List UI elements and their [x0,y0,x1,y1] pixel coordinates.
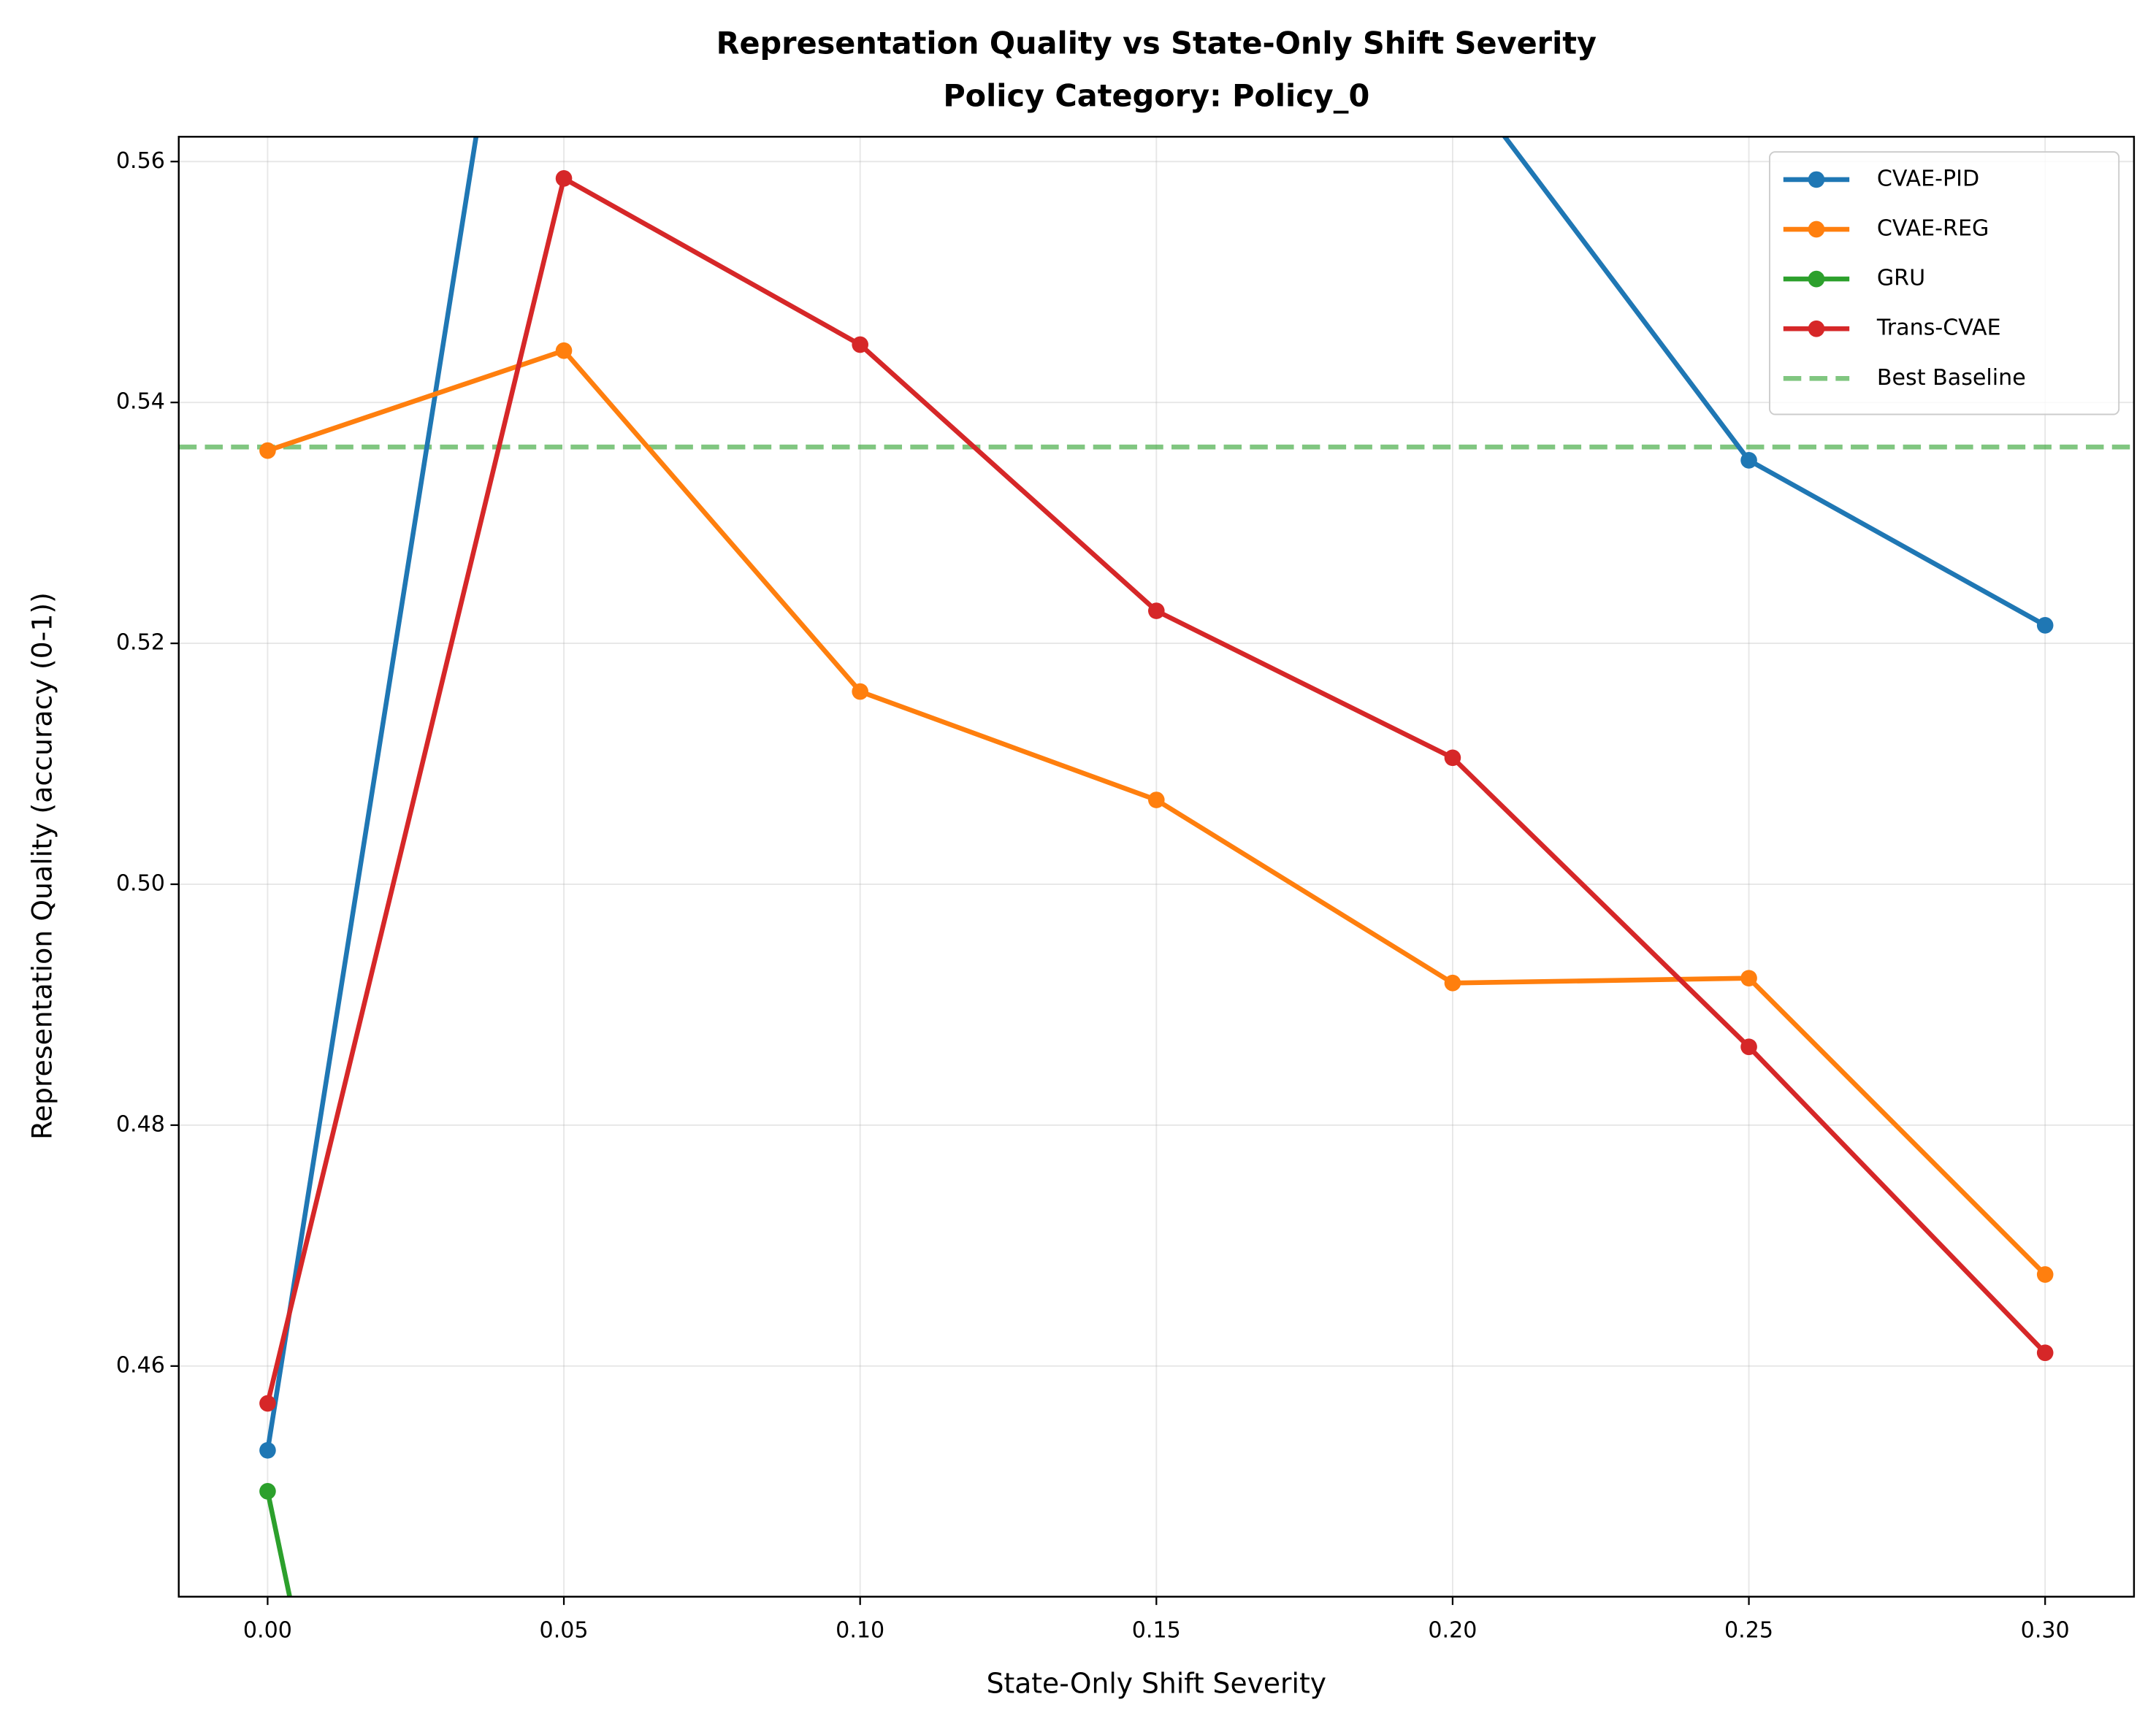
data-point [1148,791,1165,808]
legend-marker [1808,221,1825,238]
x-tick-label: 0.10 [836,1617,884,1643]
legend-label: Trans-CVAE [1876,315,2001,341]
ticks: 0.00 0.05 0.10 0.15 0.20 0.25 0.30 0.46 0.48 0.50… [116,148,2070,1644]
data-point [259,442,276,459]
data-point [1444,749,1461,767]
x-tick-label: 0.00 [243,1617,292,1643]
legend-label: GRU [1877,266,1925,291]
y-tick-label: 0.46 [116,1352,165,1378]
legend-box [1769,151,2120,415]
x-tick-label: 0.05 [540,1617,589,1643]
x-tick-label: 0.30 [2021,1617,2070,1643]
data-point [555,169,573,187]
data-point [259,1441,276,1459]
data-point [259,1395,276,1412]
y-tick-label: 0.48 [116,1111,165,1137]
y-tick-label: 0.54 [116,389,165,415]
data-point [555,342,573,359]
data-point [2036,617,2054,634]
data-point [2036,1266,2054,1283]
legend-label: CVAE-PID [1877,166,1979,191]
data-point [2036,1344,2054,1362]
data-point [1148,602,1165,619]
legend-label: CVAE-REG [1877,215,1989,241]
x-tick-label: 0.15 [1132,1617,1181,1643]
y-tick-label: 0.56 [116,148,165,174]
y-axis-label: Representation Quality (accuracy (0-1)) [26,592,58,1140]
chart-title: Representation Quality vs State-Only Shi… [716,25,1597,61]
legend-marker [1808,270,1825,288]
x-tick-label: 0.20 [1428,1617,1477,1643]
grid [178,137,2134,1597]
legend-label: Best Baseline [1877,365,2026,391]
y-tick-label: 0.52 [116,630,165,656]
y-tick-label: 0.50 [116,870,165,896]
data-point [852,683,868,700]
legend: CVAE-PID CVAE-REG GRU Trans-CVAE Best Baseli… [1769,151,2120,415]
data-point [1740,970,1757,987]
legend-marker [1808,171,1825,188]
data-point [1740,452,1757,469]
plot-area [178,137,2134,1597]
legend-marker [1808,320,1825,337]
x-tick-label: 0.25 [1724,1617,1773,1643]
data-point [1740,1038,1757,1056]
x-axis-label: State-Only Shift Severity [987,1667,1326,1699]
data-point [259,1483,276,1500]
data-point [852,336,868,353]
data-point [1444,974,1461,992]
chart-subtitle: Policy Category: Policy_0 [943,77,1369,113]
